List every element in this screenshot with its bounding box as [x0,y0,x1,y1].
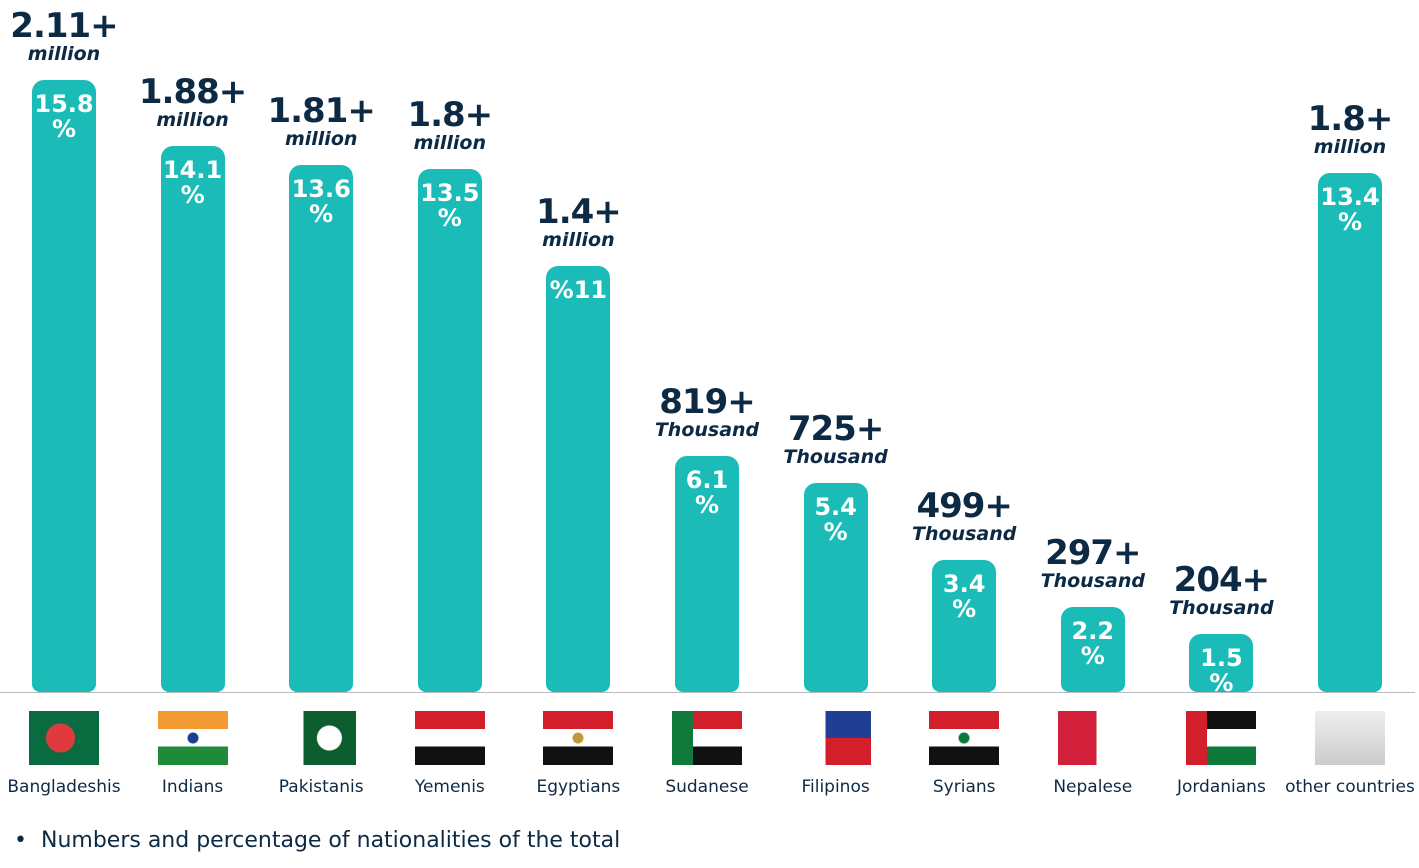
bar [160,145,225,692]
category-label: Syrians [932,777,996,797]
count-unit: Thousand [1040,569,1145,592]
footnote: Numbers and percentage of nationalities … [14,828,620,853]
value-label: %11 [549,275,608,304]
count-label: 499+ [916,486,1012,527]
count-label: 297+ [1045,532,1141,573]
bar [675,455,739,692]
bar [1189,633,1254,692]
value-label: 1.5 % [1200,643,1243,697]
count-unit: million [542,228,615,251]
category-label: Filipinos [801,777,870,797]
value-label: 14.1 % [162,155,223,209]
count-label: 1.88+ [138,71,247,112]
count-unit: million [1313,135,1387,158]
count-label: 1.8+ [1307,98,1394,139]
value-label: 5.4 % [814,492,857,546]
flag [1315,711,1385,765]
flag [1057,711,1128,765]
category-label: Pakistanis [278,777,364,797]
count-label: 1.8+ [407,94,493,135]
category-label: Indians [161,777,224,797]
count-label: 1.4+ [536,191,622,232]
category-label: Bangladeshis [7,777,121,797]
count-unit: million [284,128,358,150]
bar [1318,172,1382,692]
value-label: 3.4 % [942,570,986,624]
flag [286,711,357,765]
count-label: 2.11+ [10,5,118,46]
flag [800,711,871,765]
count-unit: million [27,42,101,65]
count-label: 819+ [659,381,755,422]
count-label: 725+ [787,408,884,449]
value-label: 15.8 % [34,89,94,143]
count-unit: million [156,108,229,131]
flag [543,711,614,765]
value-label: 13.6 % [291,175,351,228]
flag [929,711,1000,765]
category-label: Egyptians [536,777,621,797]
count-unit: Thousand [1169,596,1274,619]
count-unit: Thousand [654,418,760,441]
bar [32,79,96,692]
category-label: Yemenis [414,777,485,797]
bar [546,265,611,692]
flag [29,711,99,765]
bar [803,482,868,692]
bar [289,165,354,692]
category-label: Jordanians [1176,777,1266,797]
count-unit: Thousand [912,523,1017,546]
count-unit: million [413,131,487,154]
count-label: 1.81+ [267,91,375,131]
count-unit: Thousand [783,445,888,468]
bar [417,168,482,692]
flag [1186,711,1257,765]
value-label: 2.2 % [1071,616,1115,670]
bar [1060,606,1125,692]
flag [414,711,485,765]
value-label: 13.4 % [1320,182,1380,236]
value-label: 13.5 % [420,178,480,232]
bar [932,560,997,692]
category-label: Nepalese [1053,777,1133,797]
baseline [0,692,1415,693]
flag [672,711,742,765]
category-label: Sudanese [665,777,749,797]
value-label: 6.1 % [685,465,729,519]
flag [157,711,228,765]
category-label: other countries [1285,777,1415,797]
count-label: 204+ [1173,559,1270,600]
